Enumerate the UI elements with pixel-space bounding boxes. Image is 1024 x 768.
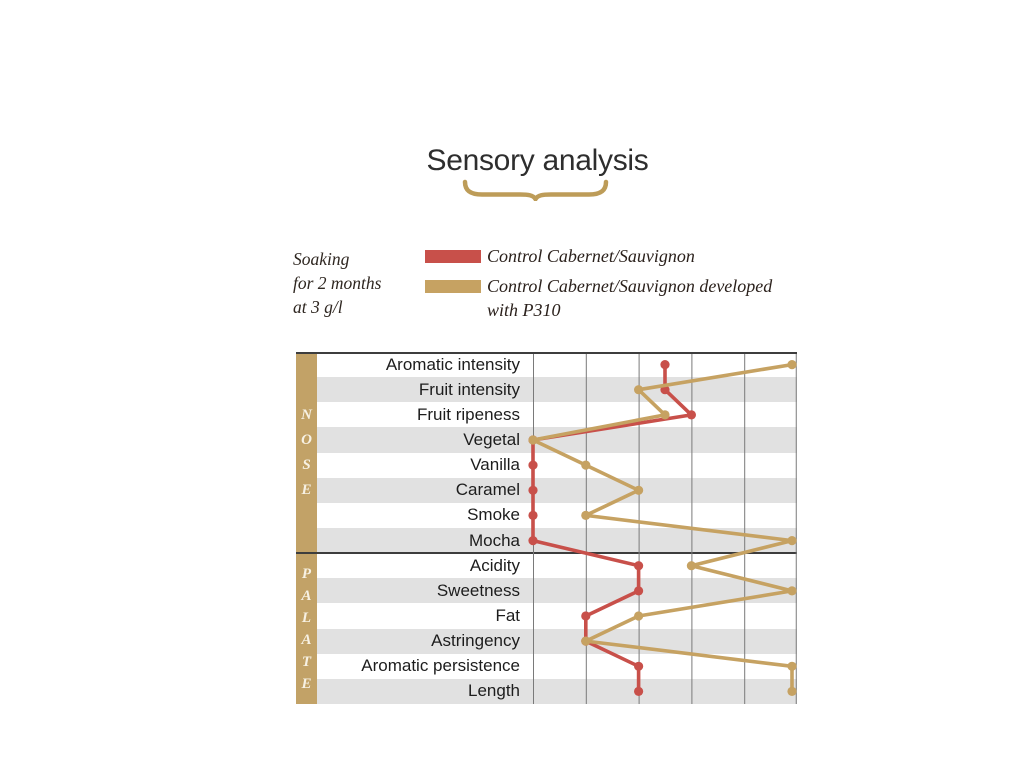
- chart-row: Caramel: [317, 477, 797, 503]
- legend-note: Soaking for 2 months at 3 g/l: [293, 247, 423, 319]
- data-point: [634, 485, 644, 495]
- section-letter: A: [301, 631, 312, 648]
- section-letter: T: [301, 653, 312, 670]
- chart-row: Vanilla: [317, 452, 797, 478]
- row-label: Smoke: [467, 505, 520, 525]
- row-label: Mocha: [468, 530, 520, 550]
- chart-row: Vegetal: [317, 427, 797, 453]
- section-letter: E: [301, 675, 312, 692]
- title-brace-ornament: [462, 179, 609, 201]
- section-divider: [296, 552, 797, 555]
- chart-rows: Aromatic intensity Fruit intensity Fruit r…: [317, 352, 797, 704]
- row-label: Acidity: [469, 555, 520, 575]
- row-label: Astringency: [431, 631, 520, 651]
- data-point: [528, 485, 538, 495]
- section-letter: P: [301, 565, 312, 582]
- data-point: [581, 611, 591, 621]
- legend-note-line: at 3 g/l: [293, 297, 343, 317]
- data-point: [581, 460, 591, 470]
- data-point: [528, 460, 538, 470]
- data-point: [634, 586, 644, 596]
- chart-row: Fat: [317, 603, 797, 629]
- section-letter: O: [301, 431, 312, 448]
- series-line: [531, 362, 794, 692]
- data-point: [787, 661, 797, 671]
- data-point: [528, 536, 538, 546]
- series-p310: [528, 360, 797, 696]
- row-label: Length: [468, 681, 520, 701]
- row-label: Fruit ripeness: [417, 404, 520, 424]
- row-label: Sweetness: [436, 580, 520, 600]
- data-point: [634, 661, 644, 671]
- data-point: [787, 360, 797, 370]
- data-point: [660, 360, 670, 370]
- chart-row: Length: [317, 678, 797, 704]
- data-point: [686, 410, 696, 420]
- plot-area: [528, 352, 797, 704]
- row-label: Caramel: [455, 480, 520, 500]
- data-point: [686, 561, 696, 571]
- data-point: [634, 385, 644, 395]
- legend-note-line: Soaking: [293, 249, 350, 269]
- row-label: Vanilla: [470, 455, 520, 475]
- chart-row: Sweetness: [317, 578, 797, 604]
- legend-note-line: for 2 months: [293, 273, 382, 293]
- data-point: [528, 510, 538, 520]
- chart-row: Fruit ripeness: [317, 402, 797, 428]
- data-point: [787, 686, 797, 696]
- chart-row: Astringency: [317, 628, 797, 654]
- row-label: Aromatic persistence: [361, 656, 520, 676]
- data-point: [787, 586, 797, 596]
- legend-label-p310: Control Cabernet/Sauvignon developed wit…: [487, 276, 773, 320]
- data-point: [634, 611, 644, 621]
- row-label: Vegetal: [463, 429, 520, 449]
- chart-row: Fruit intensity: [317, 377, 797, 403]
- data-point: [581, 636, 591, 646]
- chart-row: Aromatic intensity: [317, 352, 797, 378]
- legend-swatch-p310: [425, 280, 481, 293]
- chart-row: Smoke: [317, 502, 797, 528]
- section-letter: L: [301, 609, 312, 626]
- brace-path: [462, 179, 609, 201]
- data-point: [660, 410, 670, 420]
- data-point: [634, 686, 644, 696]
- row-label: Aromatic intensity: [385, 354, 520, 374]
- legend-label-control: Control Cabernet/Sauvignon: [487, 246, 695, 266]
- data-point: [634, 561, 644, 571]
- page-title: Sensory analysis: [426, 144, 649, 177]
- data-point: [787, 536, 797, 546]
- row-label: Fruit intensity: [418, 379, 520, 399]
- row-label: Fat: [495, 605, 520, 625]
- legend-swatch-control: [425, 250, 481, 263]
- chart-row: Acidity: [317, 553, 797, 579]
- section-letter: E: [301, 481, 312, 498]
- section-letter: S: [302, 456, 311, 473]
- section-letter: A: [301, 587, 312, 604]
- data-point: [528, 435, 538, 445]
- data-point: [581, 510, 591, 520]
- chart-top-border: [296, 352, 797, 354]
- section-letter: N: [301, 406, 312, 423]
